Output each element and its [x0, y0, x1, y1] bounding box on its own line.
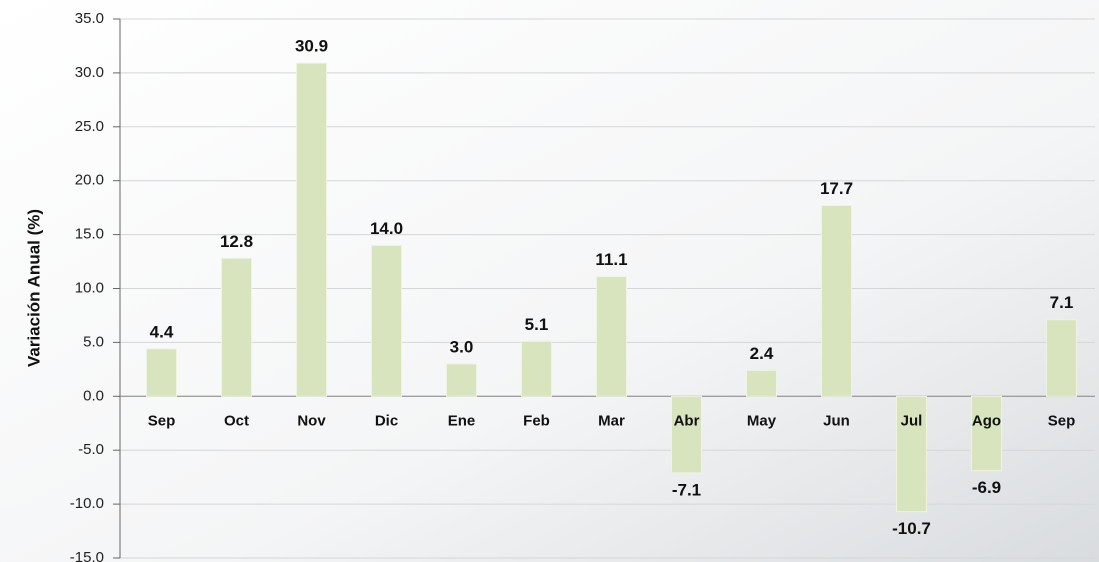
- x-tick-label: Ago: [972, 412, 1001, 429]
- data-label: 14.0: [370, 219, 403, 238]
- data-label: 17.7: [820, 179, 853, 198]
- y-tick-label: -10.0: [70, 495, 104, 512]
- data-label: 11.1: [595, 250, 627, 269]
- bar: [596, 276, 627, 397]
- bar: [1046, 319, 1077, 397]
- data-label: 5.1: [525, 315, 549, 334]
- y-tick-label: 5.0: [83, 333, 104, 350]
- y-tick-label: 30.0: [75, 64, 104, 81]
- data-label: 30.9: [295, 37, 328, 56]
- data-label: -7.1: [672, 480, 701, 499]
- bar: [746, 369, 777, 397]
- y-tick-label: 15.0: [75, 226, 104, 243]
- data-label: -6.9: [972, 478, 1001, 497]
- y-tick-label: 20.0: [75, 172, 104, 189]
- x-tick-label: May: [747, 412, 777, 429]
- x-tick-label: Ene: [448, 412, 476, 429]
- y-axis-label: Variación Anual (%): [24, 209, 43, 367]
- bar: [371, 244, 402, 397]
- bar: [446, 363, 477, 397]
- bar: [671, 395, 702, 474]
- bar: [821, 204, 852, 397]
- y-tick-label: 35.0: [75, 10, 104, 27]
- data-label: 12.8: [220, 232, 253, 251]
- x-tick-label: Abr: [674, 412, 700, 429]
- data-label: 4.4: [150, 322, 174, 341]
- bar: [296, 62, 327, 397]
- data-label: 3.0: [450, 337, 474, 356]
- bar: [521, 340, 552, 397]
- bar: [971, 395, 1002, 472]
- bar: [896, 395, 927, 513]
- x-tick-label: Dic: [375, 412, 398, 429]
- data-label: 2.4: [750, 344, 774, 363]
- y-tick-label: -15.0: [70, 549, 104, 562]
- data-label: 7.1: [1050, 293, 1074, 312]
- x-tick-label: Sep: [148, 412, 176, 429]
- x-tick-label: Jul: [901, 412, 923, 429]
- bar: [146, 348, 177, 397]
- y-tick-label: 0.0: [83, 387, 104, 404]
- bar: [221, 257, 252, 397]
- data-label: -10.7: [892, 519, 931, 538]
- x-tick-label: Mar: [598, 412, 625, 429]
- x-tick-label: Nov: [297, 412, 326, 429]
- x-tick-label: Oct: [224, 412, 249, 429]
- x-tick-label: Sep: [1048, 412, 1076, 429]
- x-tick-label: Jun: [823, 412, 850, 429]
- y-tick-label: 25.0: [75, 118, 104, 135]
- x-tick-label: Feb: [523, 412, 550, 429]
- y-tick-label: 10.0: [75, 279, 104, 296]
- y-tick-label: -5.0: [78, 441, 104, 458]
